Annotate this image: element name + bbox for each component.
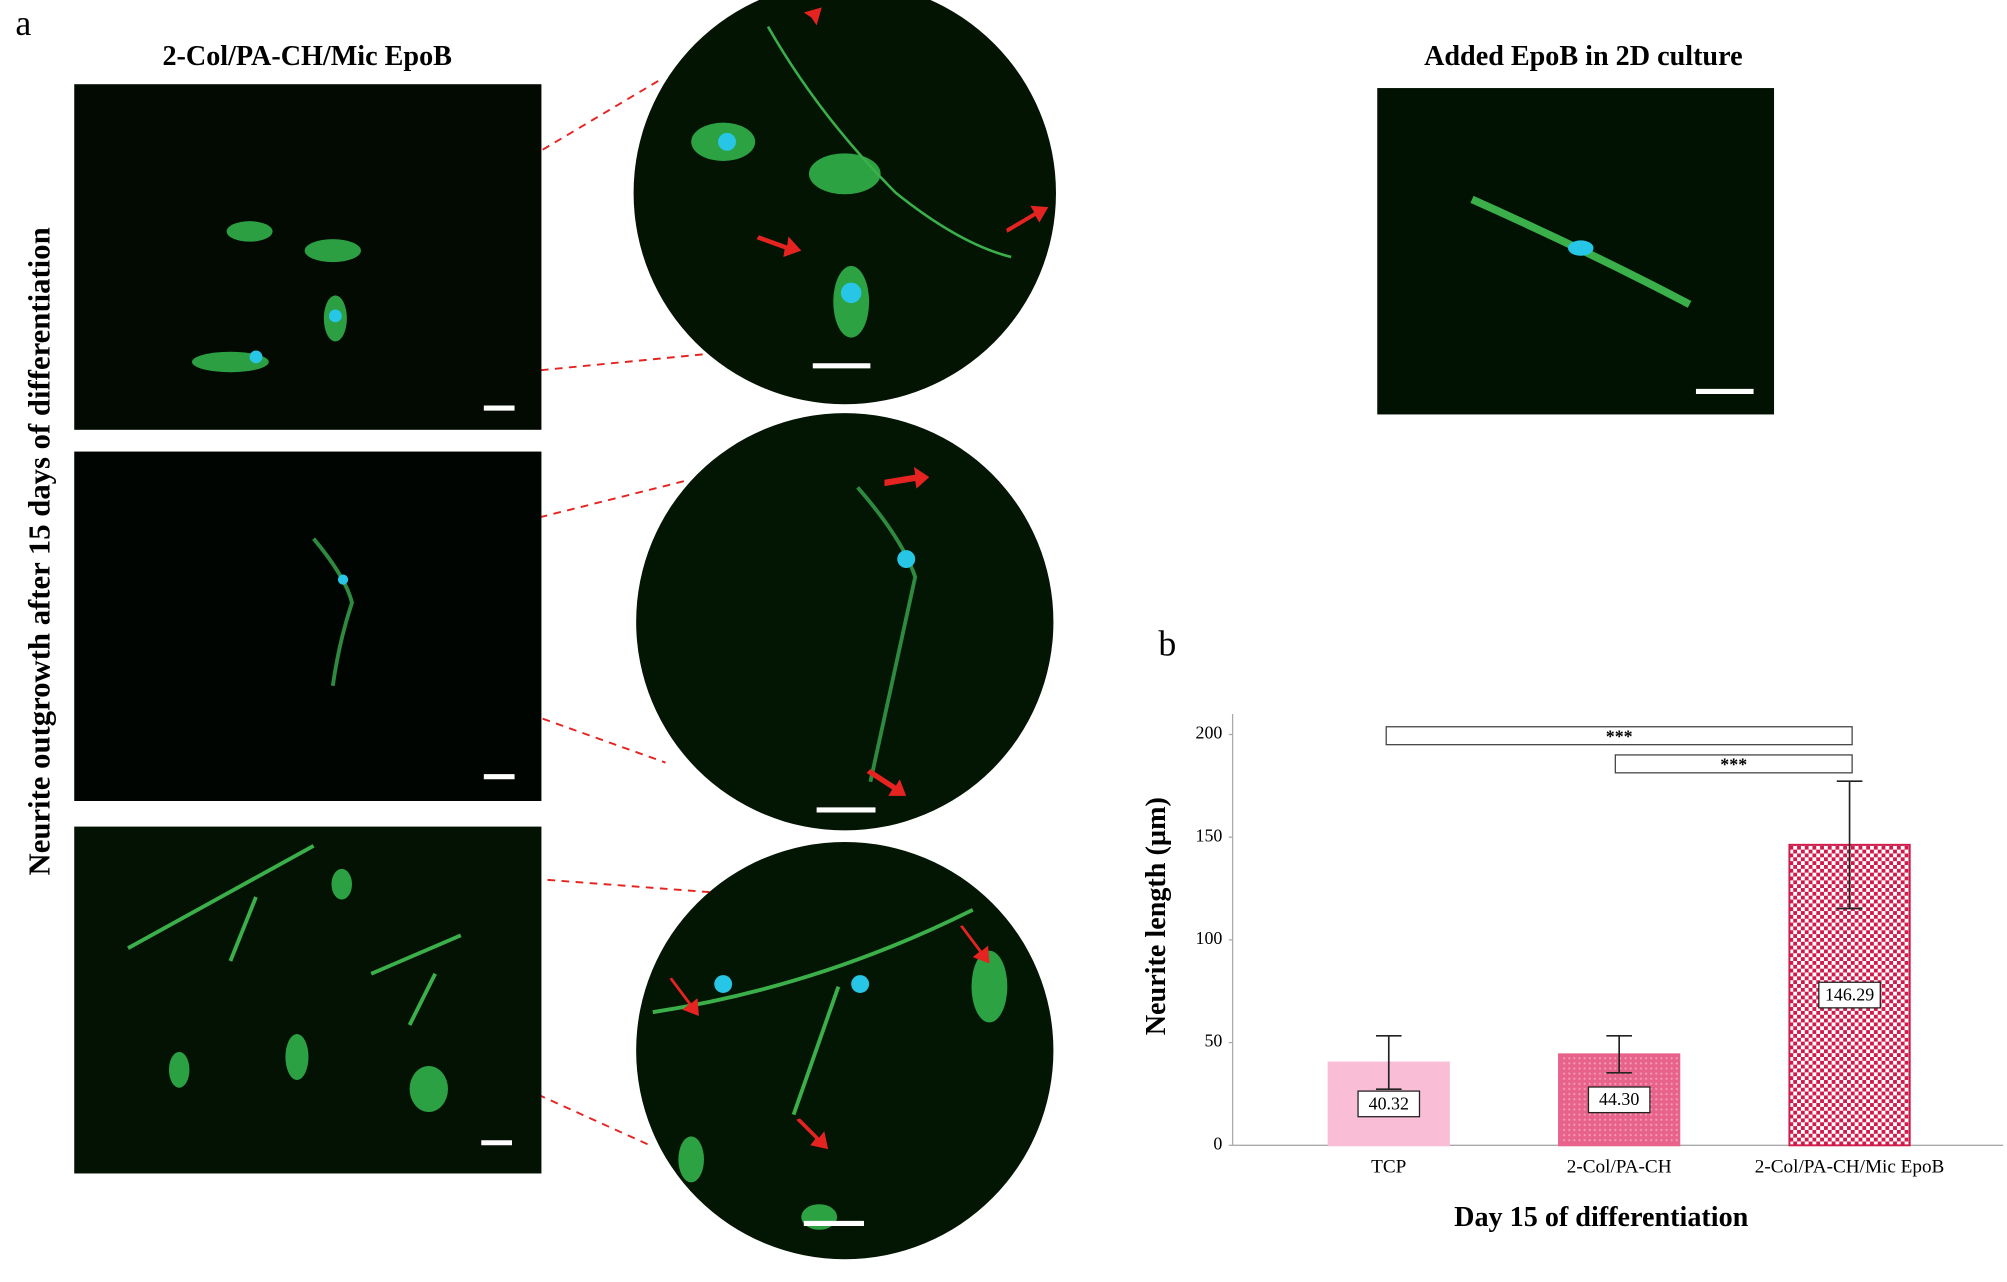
y-axis-label: Neurite length (µm) bbox=[1141, 797, 1172, 1035]
bar-chart: Neurite length (µm) Day 15 of differenti… bbox=[1141, 713, 2004, 1233]
error-bar bbox=[1375, 1034, 1402, 1091]
value-label-box bbox=[1357, 1090, 1421, 1118]
x-tick-label: TCP bbox=[1371, 1157, 1406, 1178]
y-tick-label: 200 bbox=[1196, 723, 1223, 743]
value-label: 44.30 bbox=[1599, 1089, 1639, 1109]
error-bar bbox=[1836, 780, 1863, 910]
significance-label: *** bbox=[1720, 755, 1747, 775]
panel-label: b bbox=[1158, 624, 1176, 664]
value-label-box bbox=[1587, 1086, 1651, 1114]
side-label: Neurite outgrowth after 15 days of diffe… bbox=[22, 227, 56, 875]
y-tick-label: 150 bbox=[1196, 825, 1223, 845]
column-title: 2-Col/PA-CH/Mic EpoB bbox=[162, 41, 451, 72]
y-tick-label: 100 bbox=[1196, 928, 1223, 948]
significance-bracket bbox=[1385, 726, 1853, 746]
x-tick-label: 2-Col/PA-CH bbox=[1567, 1157, 1672, 1178]
micrographs bbox=[74, 0, 1775, 1260]
significance-label: *** bbox=[1606, 726, 1633, 746]
value-label-box bbox=[1818, 981, 1881, 1009]
y-tick-label: 50 bbox=[1204, 1031, 1222, 1051]
value-label: 146.29 bbox=[1825, 984, 1874, 1004]
value-label: 40.32 bbox=[1369, 1093, 1409, 1113]
error-bar bbox=[1606, 1034, 1632, 1074]
column-title: Added EpoB in 2D culture bbox=[1424, 41, 1742, 72]
y-tick-label: 0 bbox=[1213, 1133, 1222, 1153]
panel-label: a bbox=[15, 3, 31, 43]
x-axis-label: Day 15 of differentiation bbox=[1454, 1202, 1748, 1233]
significance-bracket bbox=[1614, 754, 1853, 774]
x-tick-label: 2-Col/PA-CH/Mic EpoB bbox=[1755, 1157, 1945, 1178]
